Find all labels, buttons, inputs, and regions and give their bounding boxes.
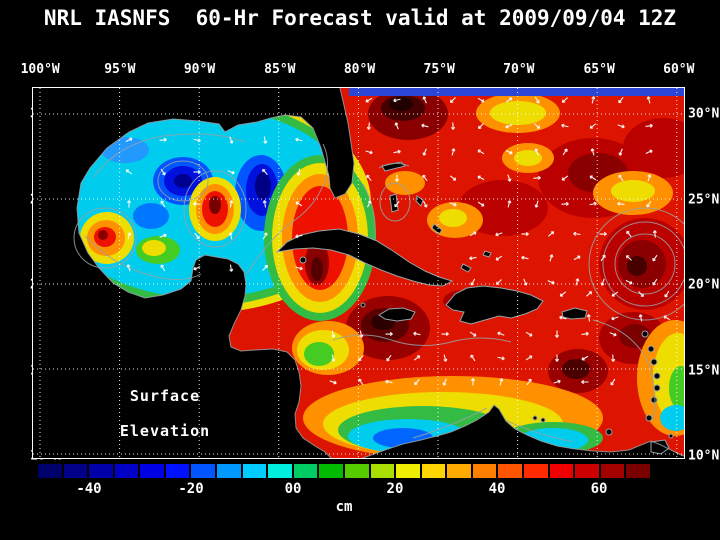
colorbar-segment (421, 464, 446, 478)
colorbar-segment (370, 464, 395, 478)
colorbar-segment (140, 464, 164, 478)
colorbar-tick-label: 00 (284, 481, 302, 497)
colorbar-tick-label: 40 (488, 481, 506, 497)
land-trinidad (650, 439, 670, 455)
colorbar-segment (498, 464, 522, 478)
lon-tick-label: 95°W (104, 62, 136, 77)
colorbar-tick-label: 20 (386, 481, 404, 497)
colorbar-segment (626, 464, 650, 478)
colorbar-segment (165, 464, 190, 478)
colorbar-segment (89, 464, 113, 478)
colorbar-tick-labels: -40 -20 00 20 40 60 (38, 481, 650, 497)
lon-tick-label: 85°W (264, 62, 296, 77)
map-plot-area: Surface Elevation (32, 87, 685, 459)
lon-tick-label: 65°W (583, 62, 615, 77)
coastline-contours (73, 88, 684, 458)
annotation-elevation: Elevation (120, 422, 210, 440)
latitude-axis-left: 30°N 25°N 20°N 15°N 10°N (0, 88, 61, 464)
land-cuba (275, 228, 454, 287)
figure-title: NRL IASNFS 60-Hr Forecast valid at 2009/… (43, 6, 677, 30)
colorbar-segment (600, 464, 625, 478)
colorbar-segment (344, 464, 369, 478)
graticule (33, 88, 684, 458)
lat-tick-label: 20°N (688, 277, 720, 293)
land-lesser-antilles (299, 256, 674, 439)
colorbar-segment (217, 464, 241, 478)
latitude-axis-right: 30°N 25°N 20°N 15°N 10°N (688, 88, 720, 464)
lon-tick-label: 100°W (20, 62, 60, 77)
colorbar-segment (242, 464, 267, 478)
colorbar-segment (549, 464, 574, 478)
lat-tick-label: 15°N (688, 363, 720, 379)
colorbar-segments (38, 464, 650, 478)
current-vector-arrows (125, 96, 671, 386)
lat-tick-label: 30°N (688, 106, 720, 122)
lon-tick-label: 60°W (663, 62, 695, 77)
land-jamaica (378, 307, 416, 322)
lon-tick-label: 90°W (183, 62, 216, 77)
ssh-field-map: Surface Elevation (33, 88, 684, 458)
land-masses (33, 88, 684, 458)
land-hispaniola (445, 285, 544, 325)
colorbar-segment (293, 464, 318, 478)
annotation-surface: Surface (130, 387, 200, 405)
lat-tick-label: 10°N (688, 448, 720, 464)
lat-tick-label: 25°N (688, 192, 720, 208)
colorbar-tick-label: -40 (76, 481, 102, 497)
colorbar-unit-label: cm (335, 499, 353, 515)
colorbar-segment (396, 464, 420, 478)
colorbar-segment (63, 464, 88, 478)
colorbar-segment (114, 464, 139, 478)
colorbar-segment (523, 464, 548, 478)
colorbar-segment (575, 464, 599, 478)
colorbar-segment (472, 464, 497, 478)
land-puerto-rico (561, 307, 588, 320)
colorbar-segment (447, 464, 471, 478)
colorbar-segment (191, 464, 216, 478)
colorbar-tick-label: 60 (590, 481, 608, 497)
longitude-axis: 100°W 95°W 90°W 85°W 80°W 75°W 70°W 65°W… (21, 62, 695, 80)
lon-tick-label: 70°W (503, 62, 535, 77)
land-north-central-america (33, 88, 354, 458)
colorbar-segment (319, 464, 343, 478)
land-south-america (363, 405, 684, 458)
lon-tick-label: 75°W (423, 62, 455, 77)
lon-tick-label: 80°W (343, 62, 376, 77)
model-boundary-strip (349, 88, 684, 96)
colorbar-tick-label: -20 (178, 481, 204, 497)
colorbar-segment (268, 464, 292, 478)
colorbar-segment (38, 464, 62, 478)
